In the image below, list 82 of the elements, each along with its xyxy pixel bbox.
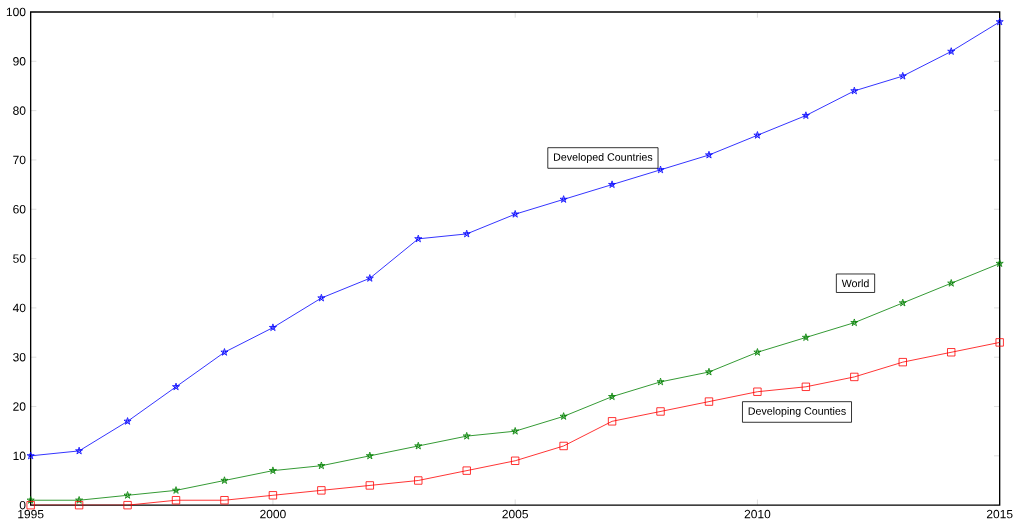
x-tick-label: 1995 xyxy=(18,509,44,519)
point xyxy=(317,486,326,495)
point xyxy=(656,407,665,416)
point xyxy=(317,293,326,302)
point xyxy=(947,278,956,287)
x-tick-label: 2005 xyxy=(502,509,528,519)
point xyxy=(753,387,762,396)
point xyxy=(74,500,84,510)
point xyxy=(462,431,471,440)
point xyxy=(559,441,568,450)
y-tick-label: 30 xyxy=(13,352,26,362)
point xyxy=(365,481,374,490)
x-tick-label: 2010 xyxy=(744,509,771,519)
point xyxy=(898,298,907,307)
point xyxy=(172,382,180,390)
point xyxy=(898,71,907,80)
point xyxy=(559,412,568,420)
point xyxy=(801,111,810,119)
point xyxy=(656,165,665,173)
point xyxy=(26,495,35,504)
point xyxy=(75,495,84,504)
point xyxy=(26,500,35,510)
point xyxy=(220,347,229,356)
point xyxy=(123,500,132,510)
point xyxy=(123,416,132,425)
point xyxy=(898,357,907,367)
y-tick-label: 70 xyxy=(13,155,26,164)
y-tick-label: 50 xyxy=(13,254,26,263)
point xyxy=(462,466,471,475)
point xyxy=(608,392,617,400)
point xyxy=(850,318,859,326)
point xyxy=(414,476,423,485)
point xyxy=(995,338,1004,347)
point xyxy=(268,323,277,331)
point xyxy=(608,180,617,188)
point xyxy=(559,195,568,203)
x-tick-label: 2000 xyxy=(260,509,286,519)
point xyxy=(123,490,132,499)
point xyxy=(171,495,181,505)
point xyxy=(607,416,617,426)
point xyxy=(365,273,374,282)
point xyxy=(801,382,811,391)
point xyxy=(850,372,859,381)
point xyxy=(947,47,956,55)
point xyxy=(511,209,520,218)
point xyxy=(705,367,713,376)
point xyxy=(995,17,1004,26)
point xyxy=(656,377,665,386)
point xyxy=(801,333,810,341)
y-tick-label: 60 xyxy=(13,204,26,214)
y-tick-label: 20 xyxy=(13,402,26,411)
x-tick-label: 2015 xyxy=(986,509,1013,519)
point xyxy=(172,486,180,494)
point xyxy=(414,441,423,450)
point xyxy=(947,347,956,357)
point xyxy=(26,451,35,460)
point xyxy=(704,397,714,406)
series-label: Developed Countries xyxy=(554,152,653,163)
point xyxy=(414,234,423,243)
point xyxy=(268,490,278,500)
point xyxy=(462,229,471,238)
point xyxy=(75,446,84,455)
y-tick-label: 90 xyxy=(13,56,26,66)
y-tick-label: 0 xyxy=(19,500,26,510)
point xyxy=(753,347,762,356)
point xyxy=(317,461,326,469)
y-tick-label: 40 xyxy=(12,303,26,312)
point xyxy=(511,456,520,465)
y-tick-label: 80 xyxy=(13,106,26,115)
point xyxy=(268,466,277,474)
y-tick-label: 10 xyxy=(13,451,26,460)
point xyxy=(220,476,229,484)
point xyxy=(705,150,713,159)
y-tick-label: 100 xyxy=(6,7,26,17)
series-label: Developing Counties xyxy=(748,406,846,417)
point xyxy=(365,451,374,460)
point xyxy=(511,426,520,435)
point xyxy=(850,86,859,95)
point xyxy=(220,495,229,505)
point xyxy=(995,259,1004,267)
point xyxy=(753,130,762,139)
text: World xyxy=(841,279,869,287)
